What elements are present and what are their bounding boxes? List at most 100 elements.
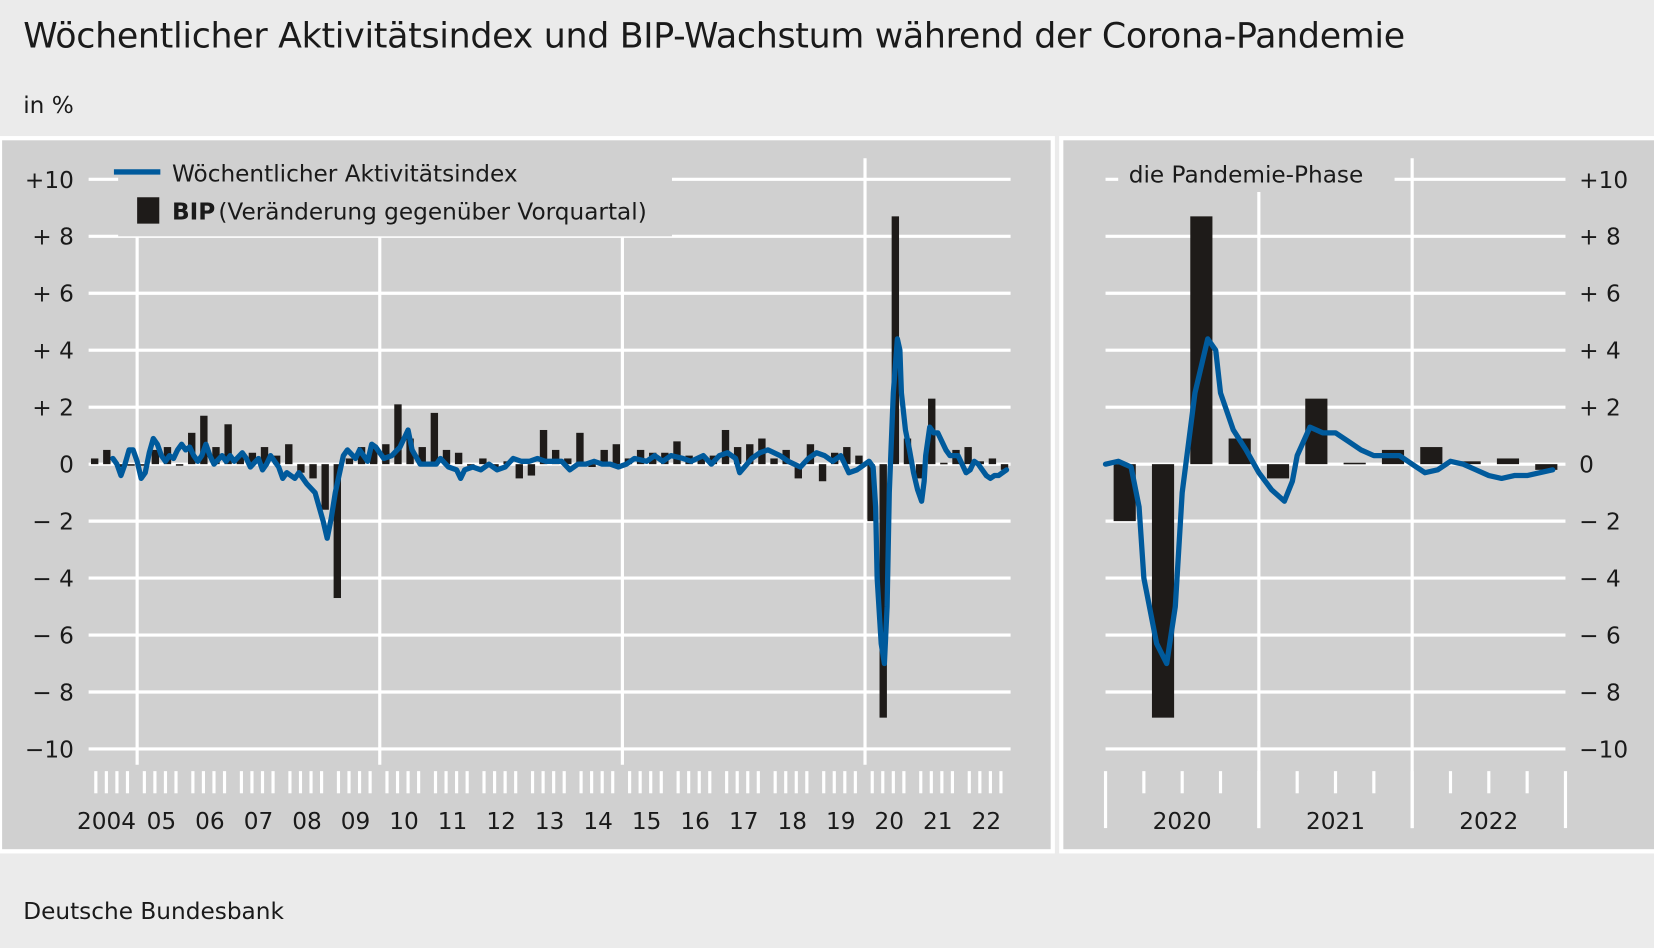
chart-title: Wöchentlicher Aktivitätsindex und BIP-Wa…: [23, 14, 1405, 56]
x-tick-label: 2020: [1153, 808, 1212, 835]
gdp-bar: [394, 404, 402, 465]
gdp-bar: [770, 458, 778, 465]
x-tick-label: 14: [583, 808, 613, 835]
legend-box: [118, 156, 672, 237]
y-tick-label: +10: [1579, 167, 1628, 194]
gdp-bar: [285, 444, 293, 465]
x-tick-label: 06: [195, 808, 225, 835]
x-tick-label: 20: [875, 808, 905, 835]
gdp-bar: [988, 458, 997, 465]
gdp-bar: [1343, 462, 1366, 465]
gdp-bar: [224, 424, 232, 465]
gdp-bar: [867, 464, 875, 522]
gdp-bar: [127, 464, 135, 466]
gdp-bar: [818, 464, 827, 482]
x-tick-label: 09: [341, 808, 371, 835]
y-tick-label: − 8: [1579, 679, 1621, 706]
gdp-bar: [612, 444, 621, 465]
gdp-bar: [430, 412, 439, 465]
activity-index-line: [1102, 336, 1556, 667]
gdp-bar: [370, 447, 378, 465]
gdp-bar: [1420, 447, 1443, 465]
y-tick-label: + 8: [32, 224, 74, 251]
gdp-bar: [345, 458, 354, 465]
gdp-bar: [1266, 464, 1290, 479]
gdp-bar: [454, 452, 463, 465]
gdp-bar: [855, 455, 863, 465]
gdp-bar: [200, 415, 208, 465]
gdp-bar: [139, 464, 147, 466]
x-tick-label: 12: [486, 808, 516, 835]
gdp-bar: [794, 464, 802, 479]
pandemic-chart: [1102, 158, 1568, 829]
gdp-bar: [175, 464, 184, 466]
gdp-bar: [515, 464, 523, 479]
gdp-bar: [746, 444, 754, 465]
gdp-bar: [103, 449, 111, 465]
x-tick-label: 10: [389, 808, 419, 835]
gdp-bar: [1113, 464, 1136, 522]
gdp-bar: [442, 449, 451, 465]
unit-label: in %: [23, 92, 74, 120]
y-tick-label: + 2: [1579, 395, 1621, 422]
legend-label-gdp-desc: (Veränderung gegenüber Vorquartal): [218, 198, 646, 225]
pandemic-panel: [1059, 136, 1654, 854]
gdp-bar: [588, 464, 596, 468]
source-label: Deutsche Bundesbank: [23, 898, 284, 926]
x-tick-label: 13: [535, 808, 565, 835]
y-tick-label: −10: [25, 736, 74, 763]
gdp-bar: [248, 452, 257, 465]
y-tick-label: − 2: [1579, 509, 1621, 536]
y-tick-label: 0: [59, 452, 74, 479]
legend-label-activity: Wöchentlicher Aktivitätsindex: [172, 160, 518, 187]
gdp-bar: [382, 444, 390, 465]
gdp-bar: [940, 462, 948, 465]
gdp-bar: [212, 447, 220, 465]
gdp-bar: [297, 464, 305, 473]
gdp-bar: [879, 464, 887, 718]
y-tick-label: + 2: [32, 395, 74, 422]
x-tick-label: 05: [147, 808, 177, 835]
gdp-bar: [309, 464, 317, 479]
x-tick-label: 16: [680, 808, 710, 835]
y-tick-label: + 4: [1579, 338, 1621, 365]
gdp-bar: [636, 449, 645, 465]
panel-title: die Pandemie-Phase: [1129, 161, 1364, 188]
y-tick-label: − 6: [32, 622, 74, 649]
gdp-bar: [539, 429, 548, 465]
y-tick-label: + 6: [32, 281, 74, 308]
gdp-bar: [733, 447, 742, 465]
gdp-bar: [418, 447, 426, 465]
gdp-bar: [90, 458, 99, 465]
activity-index-line: [110, 336, 1010, 667]
gdp-bar: [1535, 464, 1558, 470]
gdp-bar: [721, 429, 730, 465]
y-tick-label: − 4: [1579, 566, 1621, 593]
gdp-bar: [479, 458, 487, 465]
legend-label-gdp: BIP: [172, 198, 215, 225]
gdp-bar: [673, 441, 681, 465]
legend-bar-swatch: [137, 197, 160, 224]
y-tick-label: − 6: [1579, 622, 1621, 649]
x-tick-label: 2004: [77, 808, 136, 835]
gdp-bar: [843, 447, 851, 465]
gdp-bar: [527, 464, 536, 476]
gdp-bar: [697, 455, 705, 465]
gdp-bar: [321, 464, 329, 510]
x-tick-label: 07: [244, 808, 274, 835]
gdp-bar: [1000, 464, 1009, 470]
y-tick-label: −10: [1579, 736, 1628, 763]
y-tick-label: + 8: [1579, 224, 1621, 251]
gdp-bar: [260, 447, 269, 465]
y-tick-label: +10: [25, 167, 74, 194]
x-tick-label: 17: [729, 808, 759, 835]
y-tick-label: − 4: [32, 566, 74, 593]
gdp-bar: [551, 449, 560, 465]
gdp-bar: [964, 447, 972, 465]
panel-title-box: [1118, 156, 1395, 192]
gdp-bar: [236, 455, 244, 465]
x-tick-label: 18: [777, 808, 807, 835]
x-tick-label: 2022: [1459, 808, 1518, 835]
gdp-bar: [333, 464, 341, 599]
